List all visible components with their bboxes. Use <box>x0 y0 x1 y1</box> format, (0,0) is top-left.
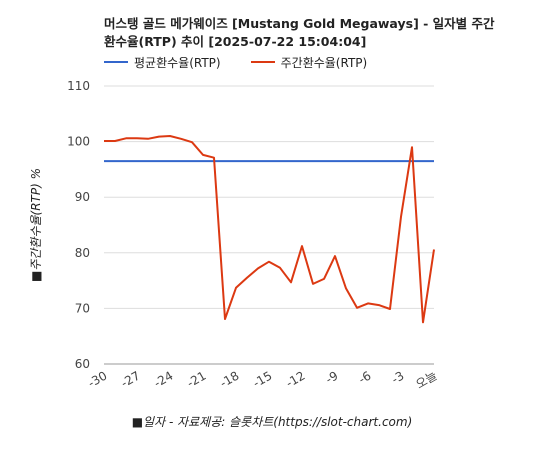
x-tick-label: -27 <box>119 368 143 390</box>
x-axis-ticks: -30 -27 -24 -21 -18 -15 -12 -9 -6 -3 오늘 <box>86 368 440 391</box>
x-tick-label: 오늘 <box>413 368 439 391</box>
y-axis-ticks: 60 70 80 90 100 110 <box>67 79 90 371</box>
y-tick-label: 90 <box>75 190 90 204</box>
chart-legend: 평균환수율(RTP) 주간환수율(RTP) <box>104 54 397 70</box>
legend-swatch-average <box>104 61 128 63</box>
x-tick-label: -24 <box>152 368 176 390</box>
y-tick-label: 80 <box>75 246 90 260</box>
legend-label-weekly: 주간환수율(RTP) <box>280 55 368 70</box>
chart-title-line-2: 환수율(RTP) 추이 [2025-07-22 15:04:04] <box>104 34 367 49</box>
x-tick-label: -9 <box>323 368 340 386</box>
legend-item-weekly[interactable]: 주간환수율(RTP) <box>250 54 368 71</box>
x-tick-label: -30 <box>86 368 110 390</box>
y-tick-label: 60 <box>75 357 90 371</box>
legend-item-average[interactable]: 평균환수율(RTP) <box>104 54 221 71</box>
x-tick-label: -18 <box>218 368 242 390</box>
x-axis-title: ■일자 - 자료제공: 슬롯차트(https://slot-chart.com) <box>132 415 413 429</box>
series-line-weekly[interactable] <box>104 135 435 324</box>
chart-title: 머스탱 골드 메가웨이즈 [Mustang Gold Megaways] - 일… <box>104 15 524 51</box>
x-tick-label: -15 <box>251 368 275 390</box>
chart-title-line-1: 머스탱 골드 메가웨이즈 [Mustang Gold Megaways] - 일… <box>104 16 495 31</box>
y-axis-title: ■주간환수율(RTP) % <box>29 168 43 282</box>
legend-label-average: 평균환수율(RTP) <box>134 55 221 70</box>
y-tick-label: 70 <box>75 301 90 315</box>
y-tick-label: 100 <box>67 135 90 149</box>
x-tick-label: -21 <box>185 368 209 390</box>
x-tick-label: -12 <box>284 368 308 390</box>
legend-swatch-weekly <box>250 61 275 63</box>
series-lines <box>104 135 435 324</box>
x-tick-label: -3 <box>389 368 406 386</box>
y-tick-label: 110 <box>67 79 90 93</box>
gridlines <box>104 85 434 365</box>
x-tick-label: -6 <box>356 368 373 386</box>
